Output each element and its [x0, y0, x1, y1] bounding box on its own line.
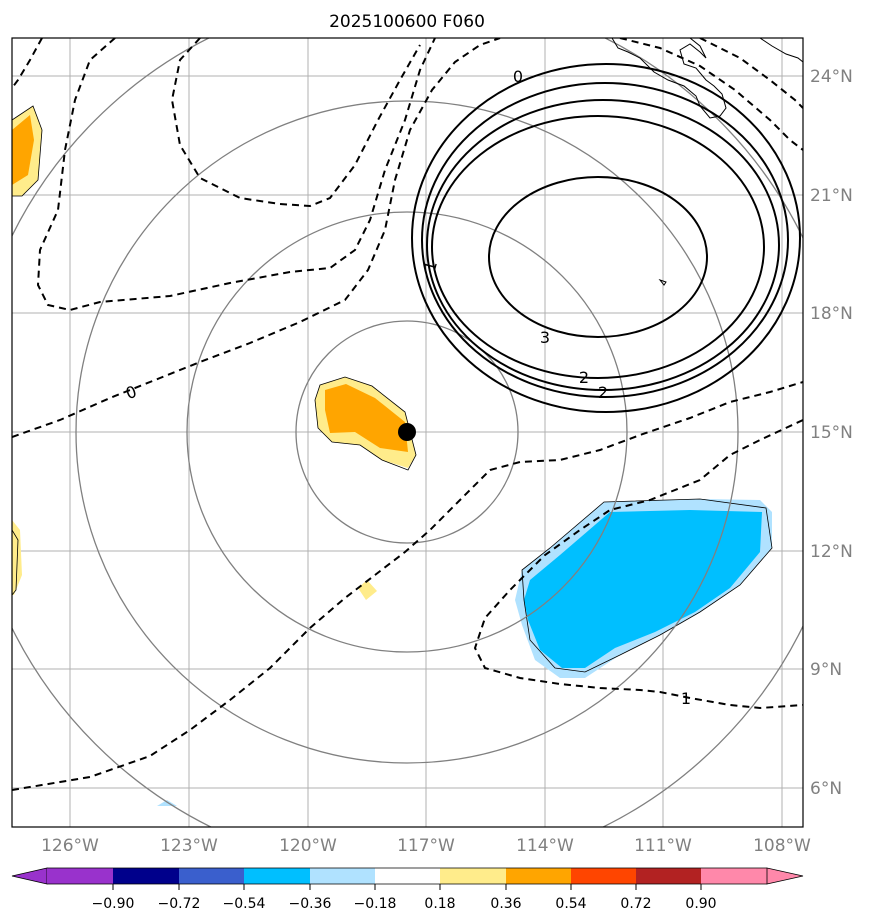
lat-label: 9°N: [810, 660, 842, 680]
colorbar-segment: [310, 868, 375, 884]
contour-label: 0: [513, 67, 523, 86]
warm-anomaly-small: [358, 580, 377, 600]
map-frame: [11, 37, 804, 828]
gridlines: [12, 38, 803, 827]
colorbar-segment: [179, 868, 244, 884]
lat-label: 6°N: [810, 779, 842, 799]
colorbar-tick-label: −0.18: [354, 896, 397, 912]
cool-anomaly-southeast-core: [524, 510, 762, 668]
colorbar-tick-label: −0.54: [223, 896, 266, 912]
contour-label: 3: [540, 328, 550, 347]
colorbar-segment: [701, 868, 767, 884]
colorbar-tick-label: 0.18: [424, 896, 455, 912]
colorbar-segment: [636, 868, 701, 884]
warm-anomaly-west-core: [12, 115, 34, 185]
contour-label: 1: [681, 689, 691, 708]
contour-label: 0: [123, 382, 139, 403]
colorbar-tick-label: 0.90: [685, 896, 716, 912]
lon-label: 117°W: [397, 836, 455, 856]
colorbar-tick-label: 0.36: [490, 896, 521, 912]
colorbar-tick-label: −0.90: [92, 896, 135, 912]
colorbar-extend-high: [766, 867, 804, 885]
colorbar-segment: [113, 868, 179, 884]
storm-center-marker: [398, 423, 416, 441]
lat-label: 15°N: [810, 423, 853, 443]
map-title: 2025100600 F060: [329, 12, 485, 32]
lon-label: 114°W: [516, 836, 574, 856]
colorbar-segment: [440, 868, 506, 884]
cool-anomaly-small: [157, 800, 177, 806]
colorbar-tick-label: 0.72: [620, 896, 651, 912]
warm-anomaly-center-core: [325, 384, 408, 452]
contour-labels: 0 1 3 2 2 0 1: [123, 67, 691, 708]
map-area: 0 1 3 2 2 0 1: [12, 38, 803, 827]
colorbar-tick-label: −0.72: [158, 896, 201, 912]
lon-label: 108°W: [753, 836, 811, 856]
lon-label: 111°W: [634, 836, 692, 856]
lon-label: 120°W: [279, 836, 337, 856]
colorbar-segment: [571, 868, 636, 884]
colorbar: −0.90 −0.72 −0.54 −0.36 −0.18 0.18 0.36 …: [11, 867, 804, 912]
positive-contours: [411, 63, 801, 413]
colorbar-segment: [47, 868, 113, 884]
lat-label: 12°N: [810, 542, 853, 562]
colorbar-tick-label: −0.36: [289, 896, 332, 912]
lat-label: 24°N: [810, 67, 853, 87]
negative-contours: [12, 38, 803, 791]
lat-label: 18°N: [810, 304, 853, 324]
colorbar-segment: [244, 868, 310, 884]
range-rings: [12, 38, 803, 827]
longitude-labels: 126°W 123°W 120°W 117°W 114°W 111°W 108°…: [41, 836, 811, 856]
coastline: [611, 38, 803, 286]
fill-outlines: [12, 105, 773, 673]
colorbar-segment: [506, 868, 571, 884]
contour-label: 2: [579, 368, 589, 387]
colorbar-segment: [375, 868, 440, 884]
lon-label: 126°W: [41, 836, 99, 856]
contour-label: 1: [420, 259, 441, 274]
colorbar-tick-label: 0.54: [555, 896, 586, 912]
contour-label: 2: [598, 383, 608, 402]
latitude-labels: 24°N 21°N 18°N 15°N 12°N 9°N 6°N: [810, 67, 853, 799]
colorbar-extend-low: [11, 867, 48, 885]
anomaly-fills: [12, 106, 772, 806]
lon-label: 123°W: [160, 836, 218, 856]
lat-label: 21°N: [810, 186, 853, 206]
